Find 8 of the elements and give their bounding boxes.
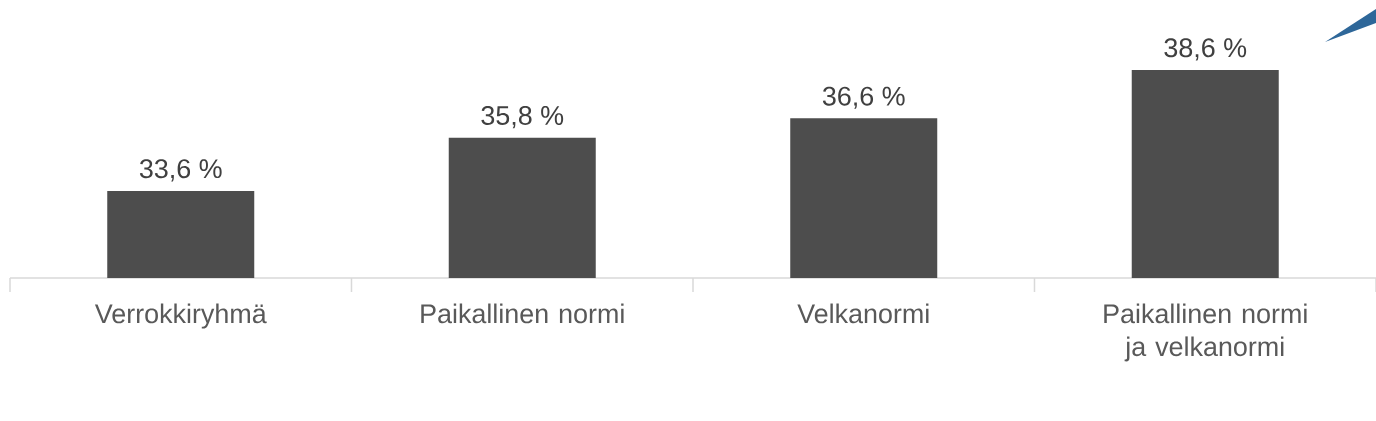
x-tick-label: Paikallinen normi ja velkanormi [1104,303,1307,362]
data-label: 33,6 % [139,159,222,182]
x-tick-label: Paikallinen normi [421,303,624,324]
x-tick-label: Verrokkiryhmä [94,303,267,329]
data-label: 38,6 % [1164,38,1247,61]
data-label: 35,8 % [481,105,564,129]
data-label: 36,6 % [822,86,905,109]
x-tick-label: Velkanormi [797,303,929,324]
